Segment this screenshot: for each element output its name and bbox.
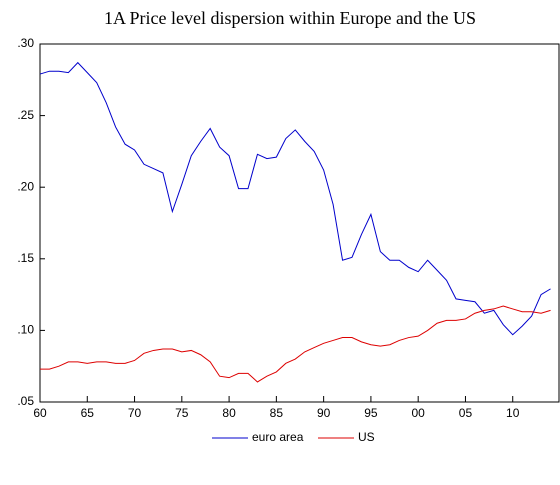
y-tick-label: .20 [17, 179, 34, 193]
x-tick-label: 95 [364, 406, 378, 420]
legend-label: euro area [252, 430, 304, 444]
series-line [39, 61, 551, 336]
x-tick-label: 75 [175, 406, 189, 420]
y-tick-label: .05 [17, 394, 34, 408]
y-tick-label: .10 [17, 323, 34, 337]
x-tick-label: 80 [222, 406, 236, 420]
x-tick-label: 65 [81, 406, 95, 420]
x-tick-label: 60 [33, 406, 47, 420]
plot-frame [39, 43, 560, 403]
legend-label: US [358, 430, 375, 444]
x-tick-label: 85 [270, 406, 284, 420]
x-tick-label: 70 [128, 406, 142, 420]
x-tick-label: 10 [506, 406, 520, 420]
x-tick-label: 05 [459, 406, 473, 420]
chart-title: 1A Price level dispersion within Europe … [104, 8, 476, 28]
y-tick-label: .15 [17, 251, 34, 265]
series-line [40, 305, 551, 383]
x-tick-label: 90 [317, 406, 331, 420]
y-tick-label: .30 [17, 36, 34, 50]
x-tick-label: 00 [412, 406, 426, 420]
y-tick-label: .25 [17, 108, 34, 122]
